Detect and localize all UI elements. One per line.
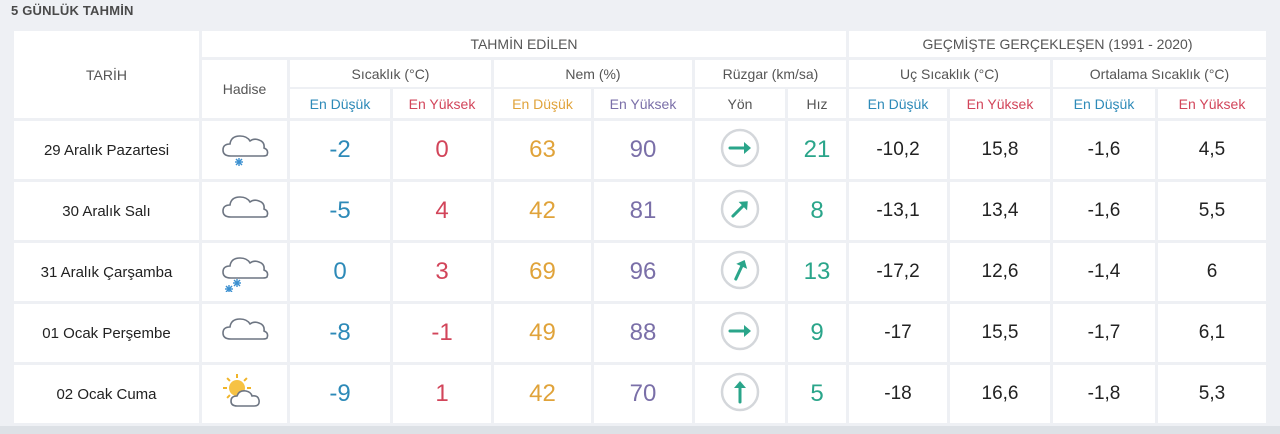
average-max: 5,5 — [1158, 182, 1266, 240]
temp-max: -1 — [393, 304, 491, 362]
record-min: -17,2 — [849, 243, 947, 301]
subheader-en-dusuk: En Düşük — [1053, 89, 1155, 118]
record-max: 15,8 — [950, 121, 1050, 179]
subheader-en-dusuk: En Düşük — [290, 89, 390, 118]
temp-max: 4 — [393, 182, 491, 240]
wind-speed: 21 — [788, 121, 846, 179]
temp-min: -2 — [290, 121, 390, 179]
humidity-min: 49 — [494, 304, 591, 362]
header-ruzgar: Rüzgar (km/sa) — [695, 60, 846, 87]
temp-min: 0 — [290, 243, 390, 301]
humidity-max: 81 — [594, 182, 692, 240]
wind-speed: 5 — [788, 365, 846, 423]
humidity-min: 69 — [494, 243, 591, 301]
header-tahmin-edilen: TAHMİN EDİLEN — [202, 31, 846, 57]
header-ortalama-sicaklik: Ortalama Sıcaklık (°C) — [1053, 60, 1266, 87]
humidity-max: 70 — [594, 365, 692, 423]
wind-direction-cell — [695, 304, 785, 362]
temp-max: 3 — [393, 243, 491, 301]
temp-min: -9 — [290, 365, 390, 423]
average-max: 4,5 — [1158, 121, 1266, 179]
bottom-border — [0, 426, 1280, 434]
subheader-hiz: Hız — [788, 89, 846, 118]
row-date: 02 Ocak Cuma — [14, 365, 199, 423]
average-min: -1,4 — [1053, 243, 1155, 301]
wind-direction-cell — [695, 182, 785, 240]
wind-direction-arrow-icon — [719, 188, 761, 235]
record-max: 16,6 — [950, 365, 1050, 423]
weather-icon-cell — [202, 182, 287, 240]
subheader-en-yuksek: En Yüksek — [594, 89, 692, 118]
record-min: -10,2 — [849, 121, 947, 179]
row-date: 29 Aralık Pazartesi — [14, 121, 199, 179]
row-date: 30 Aralık Salı — [14, 182, 199, 240]
humidity-min: 42 — [494, 182, 591, 240]
page-title: 5 GÜNLÜK TAHMİN — [11, 3, 134, 18]
wind-direction-arrow-icon — [719, 249, 761, 296]
weather-icon-cell — [202, 365, 287, 423]
header-hadise: Hadise — [202, 60, 287, 118]
average-max: 6 — [1158, 243, 1266, 301]
wind-direction-arrow-icon — [719, 371, 761, 418]
header-sicaklik: Sıcaklık (°C) — [290, 60, 491, 87]
row-date: 31 Aralık Çarşamba — [14, 243, 199, 301]
cloud-icon — [217, 309, 273, 358]
sun-cloud-icon — [217, 370, 273, 419]
record-max: 12,6 — [950, 243, 1050, 301]
wind-direction-arrow-icon — [719, 310, 761, 357]
average-min: -1,6 — [1053, 182, 1155, 240]
subheader-en-dusuk: En Düşük — [494, 89, 591, 118]
weather-icon-cell — [202, 243, 287, 301]
subheader-en-yuksek: En Yüksek — [1158, 89, 1266, 118]
temp-max: 1 — [393, 365, 491, 423]
record-max: 13,4 — [950, 182, 1050, 240]
record-min: -18 — [849, 365, 947, 423]
cloud-icon — [217, 187, 273, 236]
wind-direction-cell — [695, 365, 785, 423]
wind-speed: 8 — [788, 182, 846, 240]
record-min: -13,1 — [849, 182, 947, 240]
header-tarih: TARİH — [14, 31, 199, 118]
temp-max: 0 — [393, 121, 491, 179]
weather-icon-cell — [202, 304, 287, 362]
record-min: -17 — [849, 304, 947, 362]
average-max: 5,3 — [1158, 365, 1266, 423]
humidity-max: 96 — [594, 243, 692, 301]
header-uc-sicaklik: Uç Sıcaklık (°C) — [849, 60, 1050, 87]
humidity-max: 90 — [594, 121, 692, 179]
temp-min: -5 — [290, 182, 390, 240]
humidity-min: 42 — [494, 365, 591, 423]
subheader-en-yuksek: En Yüksek — [950, 89, 1050, 118]
average-min: -1,7 — [1053, 304, 1155, 362]
humidity-min: 63 — [494, 121, 591, 179]
subheader-yon: Yön — [695, 89, 785, 118]
average-max: 6,1 — [1158, 304, 1266, 362]
wind-direction-arrow-icon — [719, 127, 761, 174]
header-nem: Nem (%) — [494, 60, 692, 87]
weather-icon-cell — [202, 121, 287, 179]
wind-direction-cell — [695, 243, 785, 301]
subheader-en-dusuk: En Düşük — [849, 89, 947, 118]
row-date: 01 Ocak Perşembe — [14, 304, 199, 362]
wind-speed: 13 — [788, 243, 846, 301]
average-min: -1,6 — [1053, 121, 1155, 179]
wind-speed: 9 — [788, 304, 846, 362]
average-min: -1,8 — [1053, 365, 1155, 423]
wind-direction-cell — [695, 121, 785, 179]
cloud-heavy-snow-icon — [217, 248, 273, 297]
record-max: 15,5 — [950, 304, 1050, 362]
humidity-max: 88 — [594, 304, 692, 362]
cloud-snow-icon — [217, 126, 273, 175]
temp-min: -8 — [290, 304, 390, 362]
header-gecmiste-gerceklesen: GEÇMİŞTE GERÇEKLEŞEN (1991 - 2020) — [849, 31, 1266, 57]
subheader-en-yuksek: En Yüksek — [393, 89, 491, 118]
